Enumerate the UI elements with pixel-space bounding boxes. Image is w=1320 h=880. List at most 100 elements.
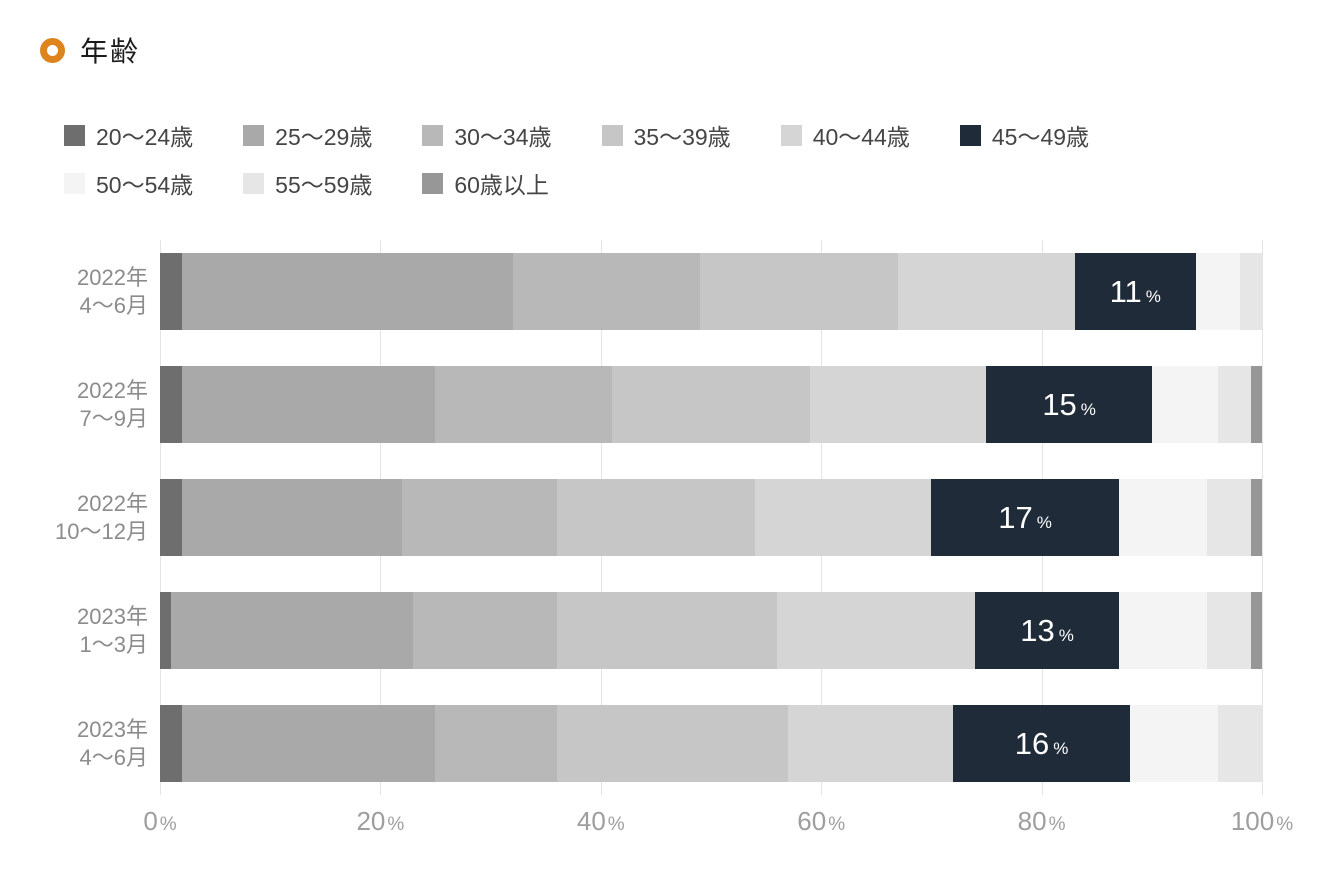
category-label-line2: 4〜6月 xyxy=(79,292,148,318)
legend: 20〜24歳 25〜29歳 30〜34歳 35〜39歳 40〜44歳 45〜49歳 50〜5… xyxy=(64,118,1254,200)
bar-segment-number: 16 xyxy=(1014,725,1050,761)
bar-segment xyxy=(1250,479,1262,556)
category-label-line2: 4〜6月 xyxy=(79,744,148,770)
bar-segment xyxy=(699,253,899,330)
legend-swatch xyxy=(422,124,444,146)
legend-item: 30〜34歳 xyxy=(422,118,552,152)
legend-swatch xyxy=(243,172,265,194)
bar-segment xyxy=(182,366,436,443)
bar-segment xyxy=(1151,366,1218,443)
category-label-line1: 2022年 xyxy=(77,377,148,403)
legend-item: 55〜59歳 xyxy=(243,166,372,200)
bar-segment-number: 17 xyxy=(998,499,1033,535)
x-tick-number: 20 xyxy=(356,806,386,836)
bar-segment-number: 15 xyxy=(1042,386,1077,422)
x-axis-tick: 20% xyxy=(356,806,404,837)
bar-segment xyxy=(1217,366,1251,443)
category-label: 2022年 10〜12月 xyxy=(0,490,148,546)
bar-segment xyxy=(413,592,557,669)
legend-item-label: 45〜49歳 xyxy=(991,124,1090,150)
bar-segment xyxy=(435,705,557,782)
x-axis: 0% 20% 40% 60% 80% 100% xyxy=(143,806,1293,846)
stacked-bar: 15% xyxy=(160,366,1262,443)
bar-segment-value: 15% xyxy=(1042,387,1096,423)
x-tick-number: 40 xyxy=(576,806,606,836)
chart-header: 年齢 xyxy=(40,30,140,70)
x-axis-tick: 0% xyxy=(143,806,176,837)
percent-sign: % xyxy=(1058,625,1074,645)
bar-segment xyxy=(1250,366,1262,443)
x-axis-tick: 60% xyxy=(797,806,845,837)
category-label-line1: 2022年 xyxy=(77,264,148,290)
bar-segment xyxy=(182,479,403,556)
category-label: 2023年 1〜3月 xyxy=(0,603,148,659)
age-stacked-bar-chart: 2022年 4〜6月 11% 2022年 7〜9月 15% 2022年 10〜12月 17% 20… xyxy=(55,240,1263,795)
percent-sign: % xyxy=(387,814,405,835)
chart-row: 2023年 4〜6月 16% xyxy=(77,705,1262,782)
legend-item: 20〜24歳 xyxy=(64,118,193,152)
legend-swatch xyxy=(780,124,802,146)
x-axis-tick: 80% xyxy=(1018,806,1066,837)
bar-segment-value: 16% xyxy=(1015,726,1069,762)
bar-segment xyxy=(182,705,436,782)
stacked-bar: 11% xyxy=(160,253,1262,330)
bar-segment: 11% xyxy=(1074,253,1196,330)
bar-segment: 15% xyxy=(986,366,1152,443)
category-label-line1: 2023年 xyxy=(77,603,148,629)
bar-segment xyxy=(1206,479,1251,556)
percent-sign: % xyxy=(828,814,846,835)
bar-segment-number: 13 xyxy=(1020,612,1055,648)
x-tick-number: 100 xyxy=(1230,806,1275,836)
legend-swatch xyxy=(422,172,444,194)
legend-item-label: 40〜44歳 xyxy=(812,124,910,150)
percent-sign: % xyxy=(1053,738,1069,758)
legend-swatch xyxy=(64,124,85,146)
bar-segment xyxy=(160,592,172,669)
bar-segment xyxy=(556,479,756,556)
chart-row: 2022年 7〜9月 15% xyxy=(77,366,1262,443)
legend-item: 35〜39歳 xyxy=(601,118,731,152)
bar-segment xyxy=(1129,705,1218,782)
legend-item: 40〜44歳 xyxy=(780,118,910,152)
x-tick-number: 80 xyxy=(1017,806,1047,836)
legend-swatch xyxy=(959,124,981,146)
bar-segment xyxy=(1250,592,1262,669)
bar-segment xyxy=(777,592,976,669)
bar-segment xyxy=(556,705,789,782)
percent-sign: % xyxy=(1145,286,1161,306)
bar-segment xyxy=(182,253,513,330)
bar-segment xyxy=(611,366,811,443)
bar-segment-value: 13% xyxy=(1020,613,1074,649)
legend-item-label: 30〜34歳 xyxy=(454,124,552,150)
gridline xyxy=(1262,240,1263,795)
bar-segment-number: 11 xyxy=(1109,273,1142,309)
bar-segment xyxy=(1118,592,1207,669)
bar-segment-value: 11% xyxy=(1110,274,1161,310)
stacked-bar: 16% xyxy=(160,705,1262,782)
bar-segment xyxy=(1118,479,1207,556)
legend-swatch xyxy=(243,124,265,146)
bar-segment xyxy=(160,705,183,782)
bar-segment: 16% xyxy=(953,705,1130,782)
category-label-line1: 2022年 xyxy=(77,490,148,516)
legend-swatch xyxy=(64,172,85,194)
legend-item-label: 50〜54歳 xyxy=(96,172,194,198)
bar-segment xyxy=(898,253,1075,330)
legend-item-label: 55〜59歳 xyxy=(275,172,373,198)
legend-item: 25〜29歳 xyxy=(243,118,372,152)
x-axis-tick: 100% xyxy=(1231,806,1293,837)
bar-segment-value: 17% xyxy=(998,500,1052,536)
legend-swatch xyxy=(601,124,623,146)
bar-segment: 17% xyxy=(931,479,1119,556)
stacked-bar: 17% xyxy=(160,479,1262,556)
bar-segment xyxy=(512,253,700,330)
x-tick-number: 60 xyxy=(797,806,827,836)
bar-segment xyxy=(1195,253,1240,330)
page-title: 年齢 xyxy=(80,36,141,67)
chart-row: 2022年 10〜12月 17% xyxy=(55,479,1262,556)
bar-segment xyxy=(435,366,612,443)
category-label-line2: 10〜12月 xyxy=(55,518,148,544)
bar-segment: 13% xyxy=(975,592,1119,669)
percent-sign: % xyxy=(1276,814,1294,835)
legend-item-label: 60歳以上 xyxy=(454,172,549,198)
